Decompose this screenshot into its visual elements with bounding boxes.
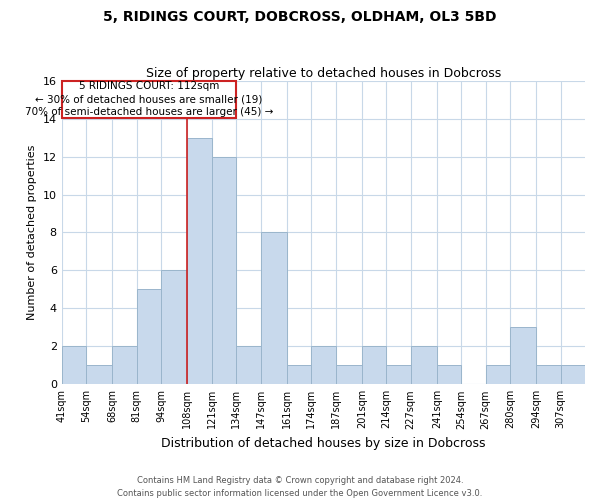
Bar [386,366,410,384]
Bar [311,346,335,385]
Y-axis label: Number of detached properties: Number of detached properties [27,145,37,320]
Bar [485,366,510,384]
X-axis label: Distribution of detached houses by size in Dobcross: Distribution of detached houses by size … [161,437,485,450]
Bar [86,366,112,384]
Bar [536,366,560,384]
Bar [260,232,287,384]
Bar [510,328,536,384]
Bar [62,346,86,385]
Bar [560,366,585,384]
Bar [236,346,260,385]
Bar [437,366,461,384]
Bar [137,290,161,384]
Bar [335,366,362,384]
Bar [187,138,212,384]
Text: 5 RIDINGS COURT: 112sqm
← 30% of detached houses are smaller (19)
70% of semi-de: 5 RIDINGS COURT: 112sqm ← 30% of detache… [25,81,273,118]
Bar [362,346,386,385]
Bar [161,270,187,384]
Bar [287,366,311,384]
Text: 5, RIDINGS COURT, DOBCROSS, OLDHAM, OL3 5BD: 5, RIDINGS COURT, DOBCROSS, OLDHAM, OL3 … [103,10,497,24]
Bar [112,346,137,385]
Text: Contains HM Land Registry data © Crown copyright and database right 2024.
Contai: Contains HM Land Registry data © Crown c… [118,476,482,498]
Bar [212,156,236,384]
Bar [410,346,437,385]
FancyBboxPatch shape [62,80,236,118]
Title: Size of property relative to detached houses in Dobcross: Size of property relative to detached ho… [146,66,501,80]
